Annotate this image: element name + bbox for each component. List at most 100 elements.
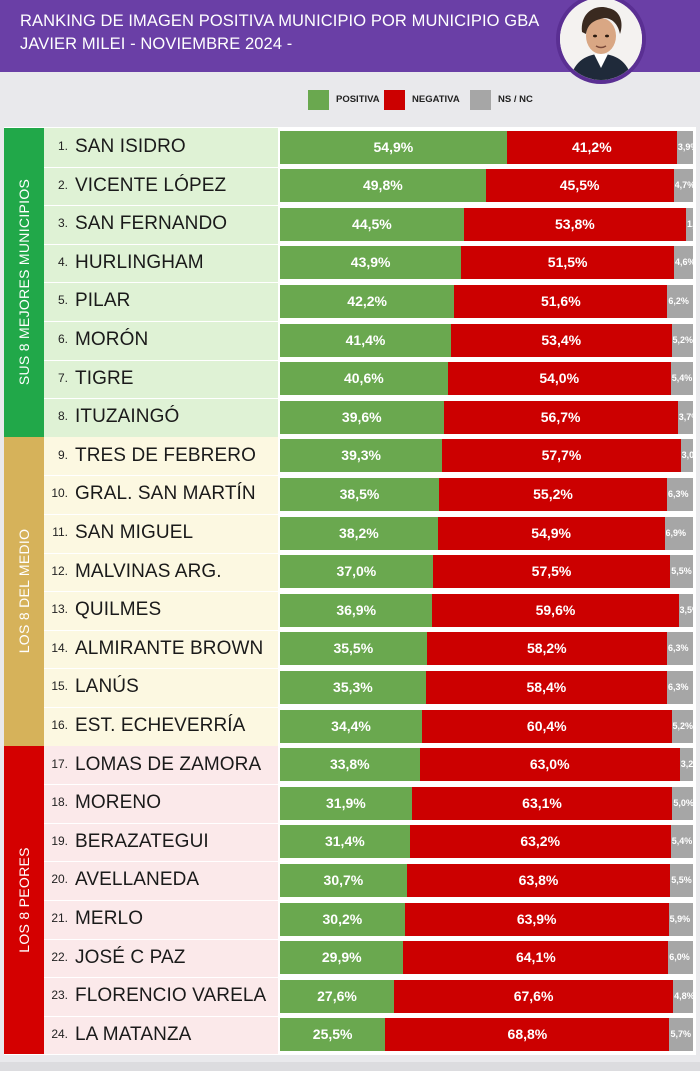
legend-label-positiva: POSITIVA	[336, 94, 380, 105]
bar-nsnc	[666, 670, 693, 704]
label-positiva: 31,9%	[326, 794, 366, 811]
municipality-name: ALMIRANTE BROWN	[75, 637, 264, 659]
label-positiva: 36,9%	[336, 601, 377, 618]
label-nsnc: 3,5%	[679, 604, 693, 615]
bar-negativa	[447, 362, 671, 396]
municipality-name: MALVINAS ARG.	[75, 560, 222, 582]
label-positiva: 33,8%	[329, 756, 370, 773]
bar-negativa	[404, 902, 669, 936]
label-nsnc: 6,2%	[668, 295, 689, 306]
bar-nsnc	[677, 400, 693, 434]
label-nsnc: 6,3%	[667, 488, 689, 499]
title-line-2: JAVIER MILEI - NOVIEMBRE 2024 -	[20, 35, 293, 53]
label-nsnc: 4,7%	[674, 180, 693, 191]
rank-number: 7.	[57, 370, 68, 385]
bar-positiva	[280, 941, 404, 975]
bar-nsnc	[680, 439, 693, 473]
label-negativa: 57,5%	[531, 563, 572, 580]
label-nsnc: 6,3%	[667, 643, 689, 654]
rank-number: 15.	[51, 679, 68, 694]
label-positiva: 34,4%	[331, 717, 371, 734]
row-separator	[44, 784, 278, 786]
portrait-photo	[556, 0, 646, 84]
row-background	[44, 359, 278, 399]
municipality-name: SAN MIGUEL	[75, 522, 194, 543]
label-nsnc: 6,3%	[667, 681, 689, 692]
label-positiva: 30,7%	[323, 871, 364, 888]
rank-number: 19.	[51, 833, 68, 848]
label-negativa: 41,2%	[571, 138, 612, 155]
label-positiva: 35,3%	[333, 678, 373, 695]
bar-negativa	[403, 941, 669, 975]
row-separator	[44, 668, 278, 670]
label-positiva: 40,6%	[343, 370, 384, 387]
bar-positiva	[280, 555, 433, 589]
label-negativa: 63,2%	[520, 833, 561, 850]
row-background	[44, 745, 278, 785]
rank-number: 21.	[51, 911, 68, 925]
bottom-strip	[0, 1062, 700, 1071]
rank-number: 4.	[57, 254, 68, 269]
label-nsnc: 5,4%	[671, 836, 693, 847]
bar-positiva	[280, 786, 412, 820]
label-nsnc: 5,7%	[670, 1029, 691, 1040]
row-background	[44, 784, 278, 823]
bar-nsnc	[668, 941, 693, 975]
label-nsnc: 5,0%	[673, 797, 693, 808]
bar-nsnc	[670, 362, 693, 396]
bar-positiva	[280, 593, 433, 627]
bar-negativa	[506, 130, 677, 164]
bar-negativa	[406, 863, 671, 897]
label-positiva: 41,4%	[345, 331, 386, 348]
row-background	[44, 1015, 278, 1055]
group-band-mid: LOS 8 DEL MEDIO	[4, 436, 44, 746]
row-background	[44, 205, 278, 244]
label-negativa: 63,0%	[529, 756, 570, 773]
bar-nsnc	[670, 825, 693, 859]
label-negativa: 56,7%	[540, 408, 581, 425]
bar-positiva	[280, 284, 455, 318]
label-negativa: 58,2%	[526, 640, 567, 657]
label-positiva: 44,5%	[352, 215, 392, 232]
rank-number: 23.	[51, 988, 68, 1003]
label-nsnc: 5,5%	[671, 874, 692, 885]
municipality-name: SAN ISIDRO	[75, 136, 186, 157]
label-nsnc: 4,6%	[675, 257, 693, 268]
row-separator	[44, 1015, 278, 1017]
municipality-name: GRAL. SAN MARTÍN	[75, 483, 256, 505]
label-positiva: 31,4%	[324, 833, 365, 850]
municipality-name: SAN FERNANDO	[75, 213, 228, 235]
rank-number: 17.	[51, 756, 68, 771]
bar-positiva	[280, 477, 439, 511]
label-nsnc: 1,7%	[686, 218, 693, 229]
bar-nsnc	[673, 979, 693, 1013]
row-background	[44, 128, 278, 167]
row-separator	[44, 552, 278, 554]
row-separator	[44, 398, 278, 400]
label-positiva: 37,0%	[336, 563, 377, 580]
row-separator	[44, 900, 278, 901]
label-positiva: 25,5%	[312, 1026, 353, 1043]
label-nsnc: 3,0%	[681, 450, 693, 461]
label-nsnc: 5,4%	[671, 373, 693, 384]
row-separator	[44, 707, 278, 708]
label-positiva: 42,2%	[347, 292, 387, 309]
bar-positiva	[280, 169, 486, 203]
row-background	[44, 398, 278, 437]
label-positiva: 49,8%	[362, 177, 403, 194]
label-negativa: 60,4%	[526, 717, 567, 734]
row-background	[44, 977, 278, 1016]
municipality-name: HURLINGHAM	[75, 251, 204, 273]
bar-nsnc	[670, 863, 693, 897]
label-negativa: 58,4%	[526, 678, 567, 695]
bar-positiva	[280, 1018, 386, 1052]
bar-positiva	[280, 979, 394, 1013]
bar-positiva	[280, 709, 423, 743]
row-separator	[44, 591, 278, 593]
bar-negativa	[450, 323, 672, 357]
row-background	[44, 282, 278, 321]
bar-positiva	[280, 863, 407, 897]
rank-number: 18.	[51, 795, 68, 810]
bar-negativa	[432, 555, 671, 589]
row-background	[44, 938, 278, 978]
